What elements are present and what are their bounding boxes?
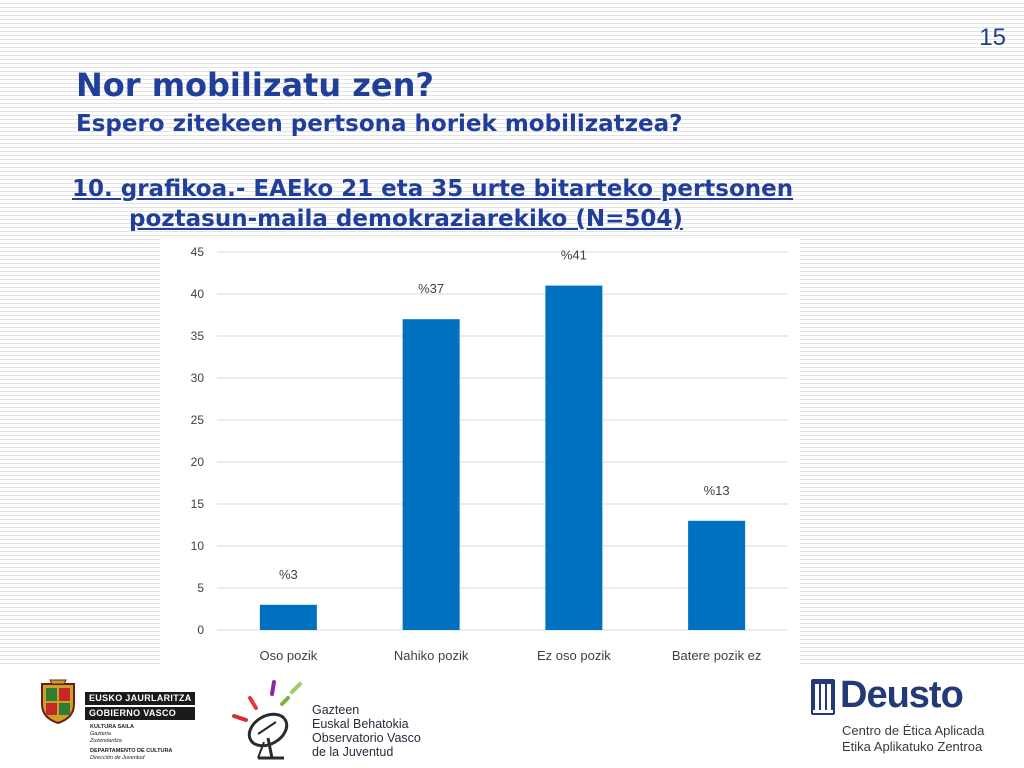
gazteen-line4: de la Juventud xyxy=(312,745,394,759)
dept-line3: Zuzendaritza xyxy=(90,738,122,744)
dept-line1: KULTURA SAILA xyxy=(90,724,134,730)
coat-of-arms-icon xyxy=(41,679,75,724)
y-tick-label: 5 xyxy=(197,581,204,595)
data-label: %13 xyxy=(704,483,730,498)
data-label: %37 xyxy=(418,281,444,296)
y-tick-label: 25 xyxy=(191,413,205,427)
y-tick-label: 35 xyxy=(191,329,205,343)
x-tick-label: Oso pozik xyxy=(259,648,317,663)
y-tick-label: 15 xyxy=(191,497,205,511)
gazteen-line2: Euskal Behatokia xyxy=(312,717,409,731)
data-label: %41 xyxy=(561,248,587,263)
y-tick-label: 20 xyxy=(191,455,205,469)
y-tick-label: 45 xyxy=(191,245,205,259)
bar-chart: 0 5 10 15 20 25 30 35 40 45 %3 Oso pozik %37 Nahiko p… xyxy=(160,238,800,666)
y-tick-label: 30 xyxy=(191,371,205,385)
gazteen-logo: Gazteen Euskal Behatokia Observatorio Va… xyxy=(228,672,428,764)
x-tick-label: Nahiko pozik xyxy=(394,648,469,663)
y-tick-label: 0 xyxy=(197,623,204,637)
deusto-line1: Centro de Ética Aplicada xyxy=(842,723,985,738)
deusto-logo: Deusto Centro de Ética Aplicada Etika Ap… xyxy=(810,674,1010,764)
deusto-emblem-icon xyxy=(811,679,835,715)
gobierno-line2: GOBIERNO VASCO xyxy=(85,707,195,720)
footer: EUSKO JAURLARITZA GOBIERNO VASCO KULTURA… xyxy=(0,666,1024,768)
y-tick-label: 10 xyxy=(191,539,205,553)
gazteen-line1: Gazteen xyxy=(312,703,360,717)
dept-line2: Gazteria xyxy=(90,731,111,737)
bar-chart-svg: 0 5 10 15 20 25 30 35 40 45 %3 Oso pozik %37 Nahiko p… xyxy=(191,245,788,663)
data-label: %3 xyxy=(279,567,298,582)
bar xyxy=(688,520,746,630)
x-tick-label: Batere pozik ez xyxy=(672,648,762,663)
chart-heading: 10. grafikoa.- EAEko 21 eta 35 urte bita… xyxy=(72,174,952,234)
deusto-line2: Etika Aplikatuko Zentroa xyxy=(842,739,983,754)
bar xyxy=(545,285,603,630)
y-tick-label: 40 xyxy=(191,287,205,301)
gobierno-vasco-logo: EUSKO JAURLARITZA GOBIERNO VASCO KULTURA… xyxy=(38,674,198,764)
bar xyxy=(402,319,460,630)
chart-heading-line2: poztasun-maila demokraziarekiko (N=504) xyxy=(129,206,683,232)
page-number: 15 xyxy=(979,24,1006,51)
x-tick-label: Ez oso pozik xyxy=(537,648,611,663)
chart-heading-line1: 10. grafikoa.- EAEko 21 eta 35 urte bita… xyxy=(72,176,794,202)
satellite-dish-icon xyxy=(232,680,302,760)
bar xyxy=(259,604,317,630)
gazteen-line3: Observatorio Vasco xyxy=(312,731,421,745)
slide-title: Nor mobilizatu zen? xyxy=(76,66,434,104)
dept-line5: Dirección de Juventud xyxy=(90,755,145,761)
dept-line4: DEPARTAMENTO DE CULTURA xyxy=(90,748,173,754)
deusto-wordmark: Deusto xyxy=(840,674,964,716)
gobierno-line1: EUSKO JAURLARITZA xyxy=(85,692,195,705)
slide-subtitle: Espero zitekeen pertsona horiek mobiliza… xyxy=(76,111,683,137)
